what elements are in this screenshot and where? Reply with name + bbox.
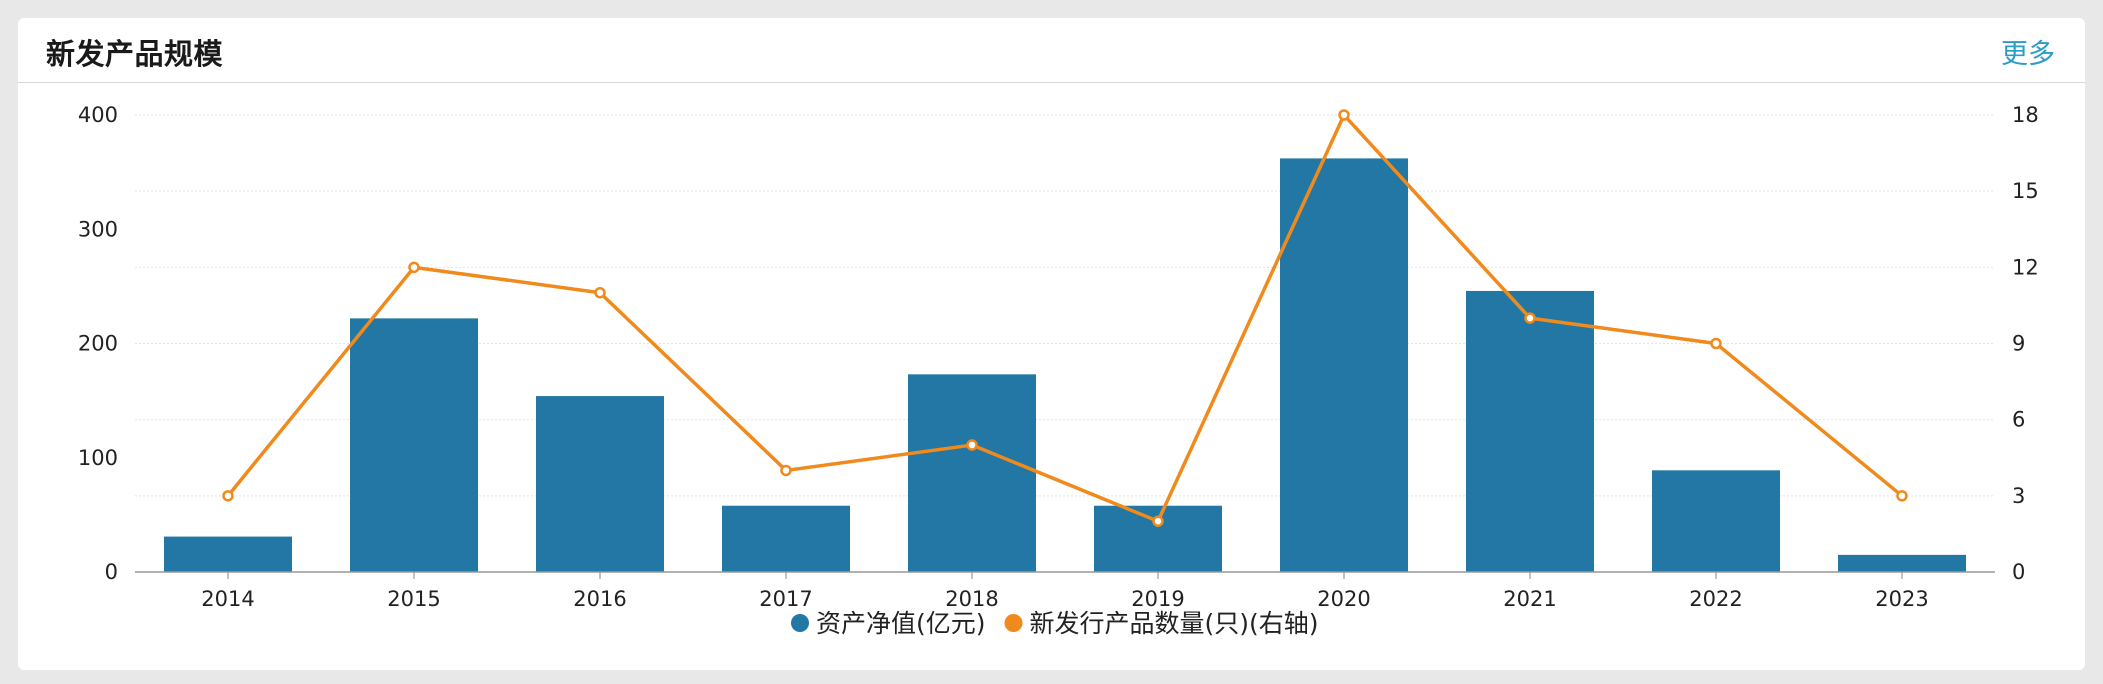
y-right-tick-label: 15: [2012, 179, 2039, 203]
x-tick-label: 2022: [1689, 587, 1742, 611]
y-right-tick-label: 0: [2012, 560, 2025, 584]
bar: [164, 536, 292, 572]
y-right-tick-label: 12: [2012, 255, 2039, 279]
x-tick-label: 2020: [1317, 587, 1370, 611]
y-right-tick-label: 3: [2012, 484, 2025, 508]
line-point: [222, 490, 234, 502]
bar: [1838, 554, 1966, 572]
line-point: [966, 439, 978, 451]
x-tick-label: 2018: [945, 587, 998, 611]
y-left-tick-label: 200: [78, 332, 118, 356]
more-link[interactable]: 更多: [2001, 39, 2055, 70]
y-left-tick-label: 400: [78, 103, 118, 127]
x-tick-label: 2017: [759, 587, 812, 611]
x-tick-label: 2014: [201, 587, 254, 611]
line-point: [1524, 312, 1536, 324]
y-right-tick-label: 6: [2012, 408, 2025, 432]
bar: [908, 374, 1036, 572]
bar: [350, 318, 478, 572]
y-left-tick-label: 0: [105, 560, 118, 584]
bar: [1652, 470, 1780, 572]
card-header: 新发产品规模 更多: [18, 18, 2085, 83]
line-point: [1896, 490, 1908, 502]
line-point: [1710, 337, 1722, 350]
x-tick-label: 2023: [1875, 587, 1928, 611]
legend-bar-label: 资产净值(亿元): [816, 609, 986, 638]
x-tick-label: 2015: [387, 587, 440, 611]
line-point: [1338, 109, 1350, 121]
x-tick-label: 2016: [573, 587, 626, 611]
line-series: [226, 113, 1904, 523]
y-right-tick-label: 18: [2012, 103, 2039, 127]
x-tick-label: 2021: [1503, 587, 1556, 611]
line-point: [780, 464, 792, 477]
x-tick-label: 2019: [1131, 587, 1184, 611]
bar: [536, 396, 664, 572]
y-left-tick-label: 100: [78, 446, 118, 470]
legend-line-marker: [1004, 614, 1023, 632]
y-right-tick-label: 9: [2012, 332, 2025, 356]
bar: [1466, 290, 1594, 572]
bar: [1280, 158, 1408, 573]
line-point: [1152, 515, 1164, 527]
card-title: 新发产品规模: [46, 37, 224, 71]
y-left-tick-label: 300: [78, 217, 118, 241]
line-point: [408, 261, 420, 274]
line-point: [594, 286, 606, 299]
bar: [722, 505, 850, 572]
legend-line-label: 新发行产品数量(只)(右轴): [1030, 609, 1319, 638]
legend-bar-marker: [791, 614, 809, 632]
